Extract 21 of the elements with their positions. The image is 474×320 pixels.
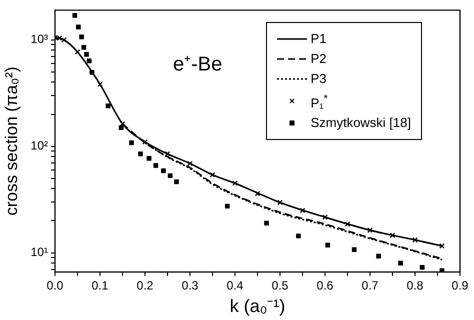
x-tick-label: 0.1 [92, 278, 109, 293]
x-tick-label: 0.0 [46, 278, 64, 293]
x-tick-label: 0.9 [452, 278, 469, 293]
legend-label: Szmytkowski [18] [310, 114, 411, 132]
x-tick-label: 0.4 [226, 278, 244, 293]
annotation: e⁺-Be [173, 54, 222, 76]
y-tick-label: 10² [30, 138, 48, 153]
x-tick-label: 0.8 [406, 278, 424, 293]
x-tick-label: 0.7 [362, 278, 379, 293]
legend-label: P1 [310, 30, 326, 48]
x-axis-title: k (a₀⁻¹) [230, 296, 286, 316]
x-tick-label: 0.6 [316, 278, 334, 293]
x-tick-label: 0.5 [272, 278, 289, 293]
legend-label: P2 [310, 50, 326, 68]
legend-label: P₁$^{*}$ [310, 92, 328, 112]
x-tick-label: 0.3 [182, 278, 199, 293]
y-tick-label: 10³ [30, 32, 48, 46]
y-tick-label: 10¹ [30, 245, 48, 260]
legend-label: P3 [310, 70, 326, 88]
y-axis-title: cross section (πa₀²) [2, 66, 21, 216]
x-tick-label: 0.2 [136, 278, 154, 293]
